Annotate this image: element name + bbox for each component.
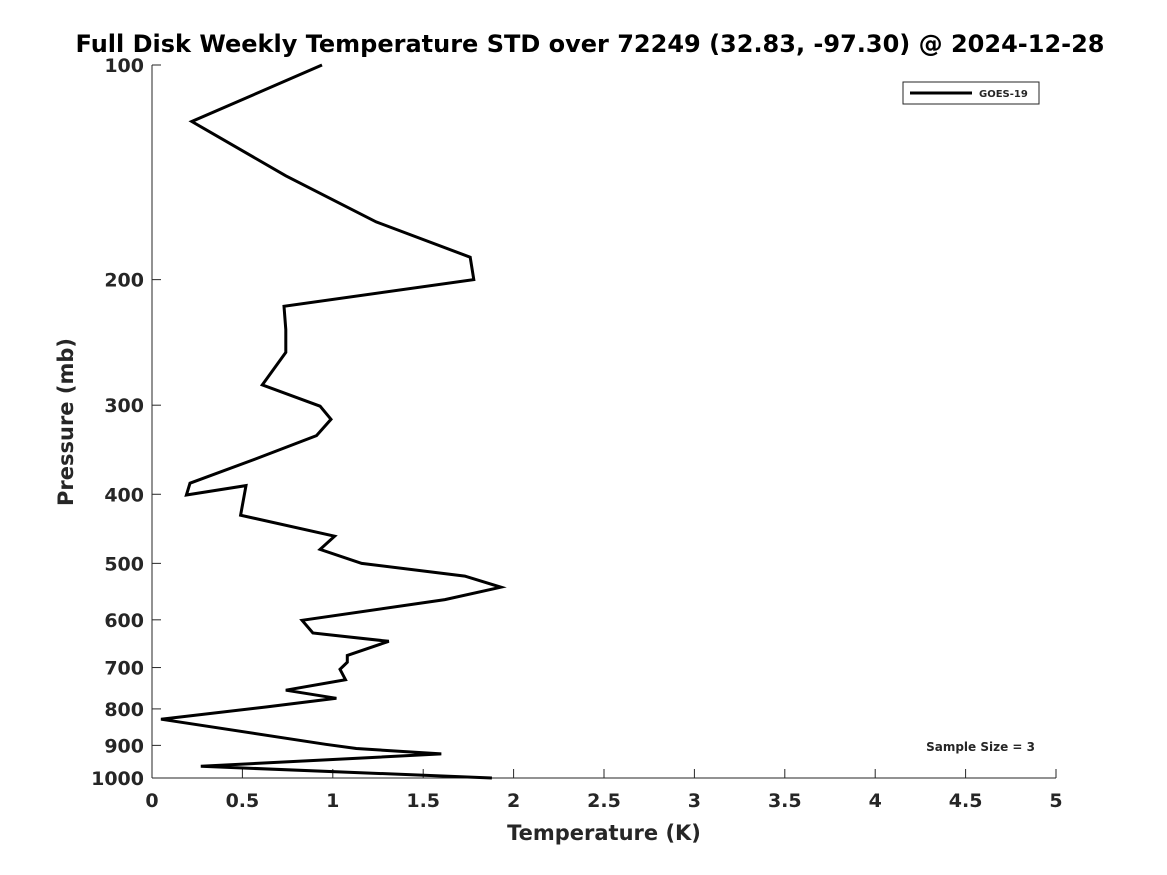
y-tick-label: 500: [104, 553, 144, 575]
y-tick-label: 700: [104, 658, 144, 680]
y-tick-label: 1000: [91, 768, 144, 790]
x-tick-label: 2.5: [587, 790, 621, 812]
sample-size-annotation: Sample Size = 3: [926, 740, 1035, 754]
x-tick-label: 4.5: [949, 790, 983, 812]
x-tick-label: 3: [688, 790, 701, 812]
y-tick-label: 200: [104, 270, 144, 292]
x-tick-label: 1.5: [406, 790, 440, 812]
x-axis-label: Temperature (K): [507, 821, 701, 845]
y-axis: 100 200 300 400 500 600 700 800 900 1000: [91, 55, 161, 790]
y-tick-label: 900: [104, 735, 144, 757]
y-axis-label: Pressure (mb): [54, 338, 78, 506]
series-layer: [160, 63, 507, 780]
legend-label: GOES-19: [979, 89, 1028, 100]
chart-title: Full Disk Weekly Temperature STD over 72…: [76, 30, 1105, 58]
y-tick-label: 600: [104, 610, 144, 632]
x-tick-label: 3.5: [768, 790, 802, 812]
x-tick-label: 0: [145, 790, 158, 812]
x-tick-label: 5: [1049, 790, 1062, 812]
x-tick-label: 4: [869, 790, 882, 812]
y-tick-label: 100: [104, 55, 144, 77]
x-axis: 0 0.5 1 1.5 2 2.5 3 3.5 4 4.5 5: [145, 769, 1063, 812]
series-line-goes-19: [160, 63, 507, 780]
y-tick-label: 800: [104, 699, 144, 721]
x-tick-label: 1: [326, 790, 339, 812]
x-tick-label: 0.5: [226, 790, 260, 812]
plot-frame: [151, 65, 1056, 779]
y-tick-label: 400: [104, 484, 144, 506]
legend: GOES-19: [902, 81, 1040, 105]
x-tick-label: 2: [507, 790, 520, 812]
y-tick-label: 300: [104, 395, 144, 417]
